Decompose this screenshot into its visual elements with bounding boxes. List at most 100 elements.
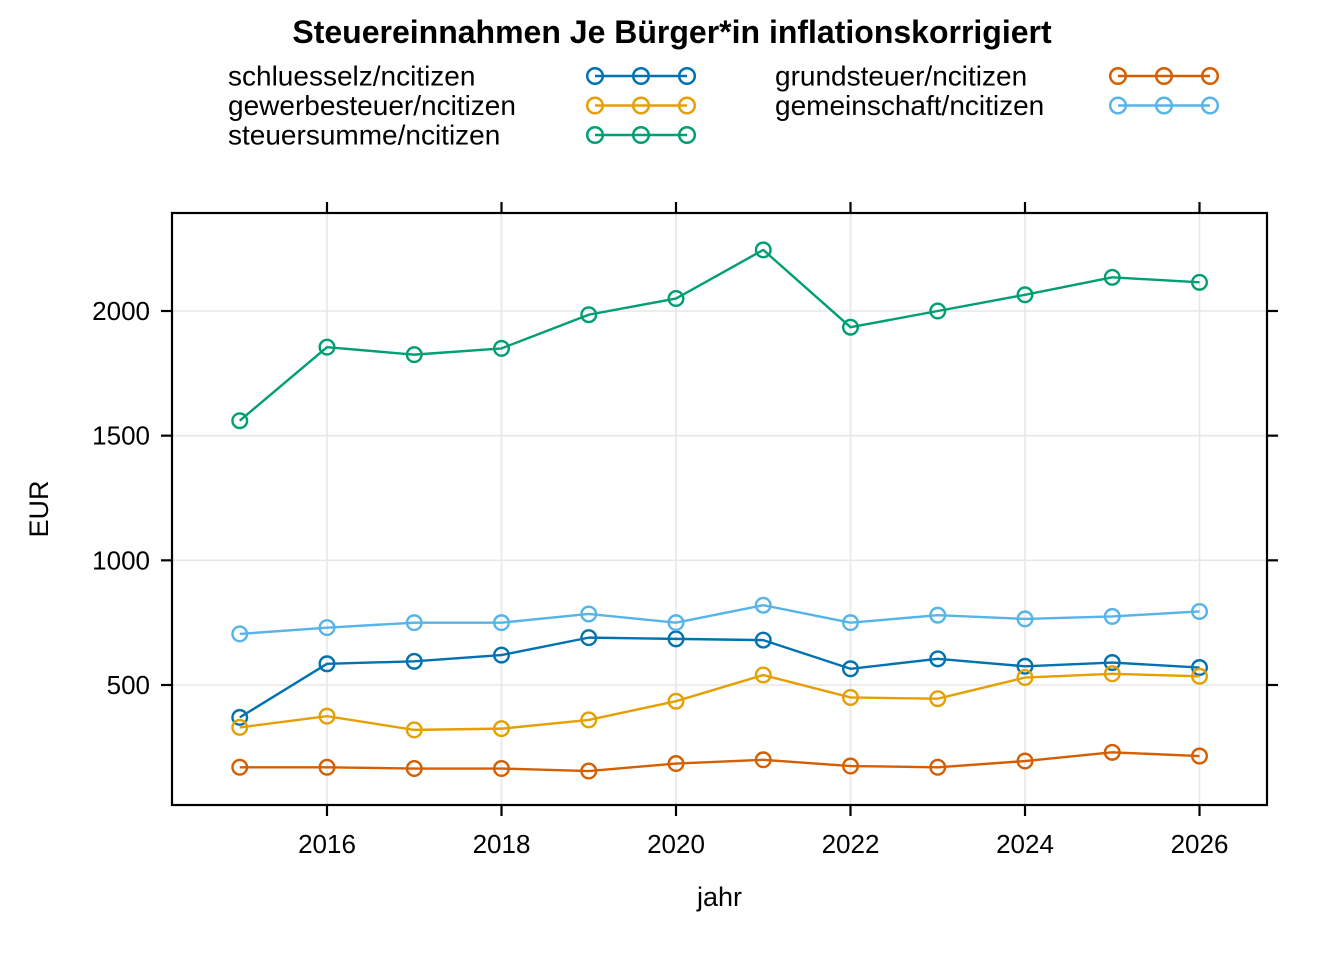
data-point-gemeinschaft xyxy=(318,619,336,637)
legend-marker-icon xyxy=(585,125,605,145)
legend-label: steuersumme/ncitizen xyxy=(228,120,500,151)
data-point-schluesselz xyxy=(1016,657,1034,675)
legend-marker-icon xyxy=(1108,96,1128,115)
data-point-grundsteuer xyxy=(667,755,685,773)
legend-marker-icon xyxy=(631,66,651,86)
series-line-schluesselz xyxy=(239,636,1200,719)
y-tick-label: 2000 xyxy=(92,296,150,326)
legend-item-gemeinschaft: gemeinschaft/ncitizen xyxy=(775,90,1220,121)
data-point-gemeinschaft xyxy=(231,625,249,643)
legend-marker-icon xyxy=(1200,96,1220,115)
data-point-gewerbesteuer xyxy=(1103,665,1121,683)
legend-label: schluesselz/ncitizen xyxy=(228,61,475,92)
data-point-gemeinschaft xyxy=(1103,607,1121,625)
series-line-steuersumme xyxy=(238,248,1200,422)
data-point-steuersumme xyxy=(667,290,685,308)
data-point-schluesselz xyxy=(754,631,772,649)
data-point-gemeinschaft xyxy=(493,614,511,632)
data-point-grundsteuer xyxy=(1016,752,1034,770)
x-tick-label: 2024 xyxy=(996,829,1054,859)
data-point-gewerbesteuer xyxy=(754,666,772,684)
data-point-gemeinschaft xyxy=(1016,610,1034,628)
data-point-grundsteuer xyxy=(318,758,336,776)
data-point-grundsteuer xyxy=(231,758,249,776)
data-point-grundsteuer xyxy=(405,760,423,778)
data-point-schluesselz xyxy=(1103,654,1121,672)
legend-marker-icon xyxy=(677,66,697,86)
data-point-grundsteuer xyxy=(580,762,598,780)
data-point-steuersumme xyxy=(580,306,598,324)
legend-marker-icon xyxy=(1154,96,1174,115)
data-point-gewerbesteuer xyxy=(405,721,423,739)
legend-marker-icon xyxy=(1200,66,1220,86)
y-axis-label: EUR xyxy=(24,480,54,537)
legend-item-steuersumme: steuersumme/ncitizen xyxy=(228,120,697,151)
x-axis-label: jahr xyxy=(696,882,742,912)
legend-item-schluesselz: schluesselz/ncitizen xyxy=(228,61,697,92)
data-point-gewerbesteuer xyxy=(1016,669,1034,687)
data-point-schluesselz xyxy=(842,660,860,678)
data-point-steuersumme xyxy=(231,412,249,430)
chart-title: Steuereinnahmen Je Bürger*in inflationsk… xyxy=(292,14,1052,50)
data-point-grundsteuer xyxy=(754,751,772,769)
data-point-gewerbesteuer xyxy=(842,688,860,706)
data-point-gewerbesteuer xyxy=(231,718,249,736)
data-point-gewerbesteuer xyxy=(1190,667,1208,685)
data-point-steuersumme xyxy=(754,241,772,259)
x-tick-label: 2016 xyxy=(298,829,356,859)
legend-marker-icon xyxy=(631,96,651,115)
data-point-schluesselz xyxy=(1190,659,1208,677)
legend-marker-icon xyxy=(1154,66,1174,86)
data-point-gewerbesteuer xyxy=(580,711,598,729)
legend-item-grundsteuer: grundsteuer/ncitizen xyxy=(775,61,1220,92)
legend-item-gewerbesteuer: gewerbesteuer/ncitizen xyxy=(228,90,697,121)
data-point-gewerbesteuer xyxy=(667,692,685,710)
data-point-schluesselz xyxy=(493,646,511,664)
data-point-steuersumme xyxy=(842,318,860,336)
data-point-gemeinschaft xyxy=(1190,602,1208,620)
plot-box xyxy=(170,211,1269,807)
data-point-steuersumme xyxy=(405,346,423,364)
y-tick-label: 1000 xyxy=(92,545,150,575)
x-tick-label: 2018 xyxy=(473,829,531,859)
legend-marker-icon xyxy=(631,125,651,145)
data-point-gemeinschaft xyxy=(754,596,772,614)
data-point-schluesselz xyxy=(318,655,336,673)
legend-marker-icon xyxy=(585,66,605,86)
data-point-steuersumme xyxy=(1016,286,1034,304)
data-point-grundsteuer xyxy=(493,760,511,778)
legend-label: gewerbesteuer/ncitizen xyxy=(228,90,516,121)
data-point-gemeinschaft xyxy=(842,614,860,632)
legend-marker-icon xyxy=(677,96,697,115)
data-point-grundsteuer xyxy=(842,757,860,775)
data-point-grundsteuer xyxy=(1190,747,1208,765)
legend-label: gemeinschaft/ncitizen xyxy=(775,90,1044,121)
data-point-grundsteuer xyxy=(1103,743,1121,761)
data-point-schluesselz xyxy=(231,708,249,726)
x-tick-label: 2026 xyxy=(1171,829,1229,859)
data-point-grundsteuer xyxy=(929,758,947,776)
x-tick-label: 2020 xyxy=(647,829,705,859)
data-point-gemeinschaft xyxy=(405,614,423,632)
series-line-gemeinschaft xyxy=(239,604,1200,636)
series-line-grundsteuer xyxy=(239,751,1200,773)
legend-marker-icon xyxy=(585,96,605,115)
data-point-steuersumme xyxy=(1190,273,1208,291)
legend-marker-icon xyxy=(677,125,697,145)
series-line-gewerbesteuer xyxy=(239,672,1200,732)
data-point-gemeinschaft xyxy=(929,606,947,624)
data-point-gewerbesteuer xyxy=(493,720,511,738)
data-point-gewerbesteuer xyxy=(929,690,947,708)
data-point-steuersumme xyxy=(493,339,511,357)
y-tick-label: 500 xyxy=(107,670,150,700)
legend-label: grundsteuer/ncitizen xyxy=(775,61,1027,92)
x-tick-label: 2022 xyxy=(822,829,880,859)
data-point-steuersumme xyxy=(1103,268,1121,286)
legend-marker-icon xyxy=(1108,66,1128,86)
data-point-steuersumme xyxy=(318,338,336,356)
data-point-steuersumme xyxy=(929,302,947,320)
data-point-schluesselz xyxy=(929,650,947,668)
data-point-gemeinschaft xyxy=(667,614,685,632)
